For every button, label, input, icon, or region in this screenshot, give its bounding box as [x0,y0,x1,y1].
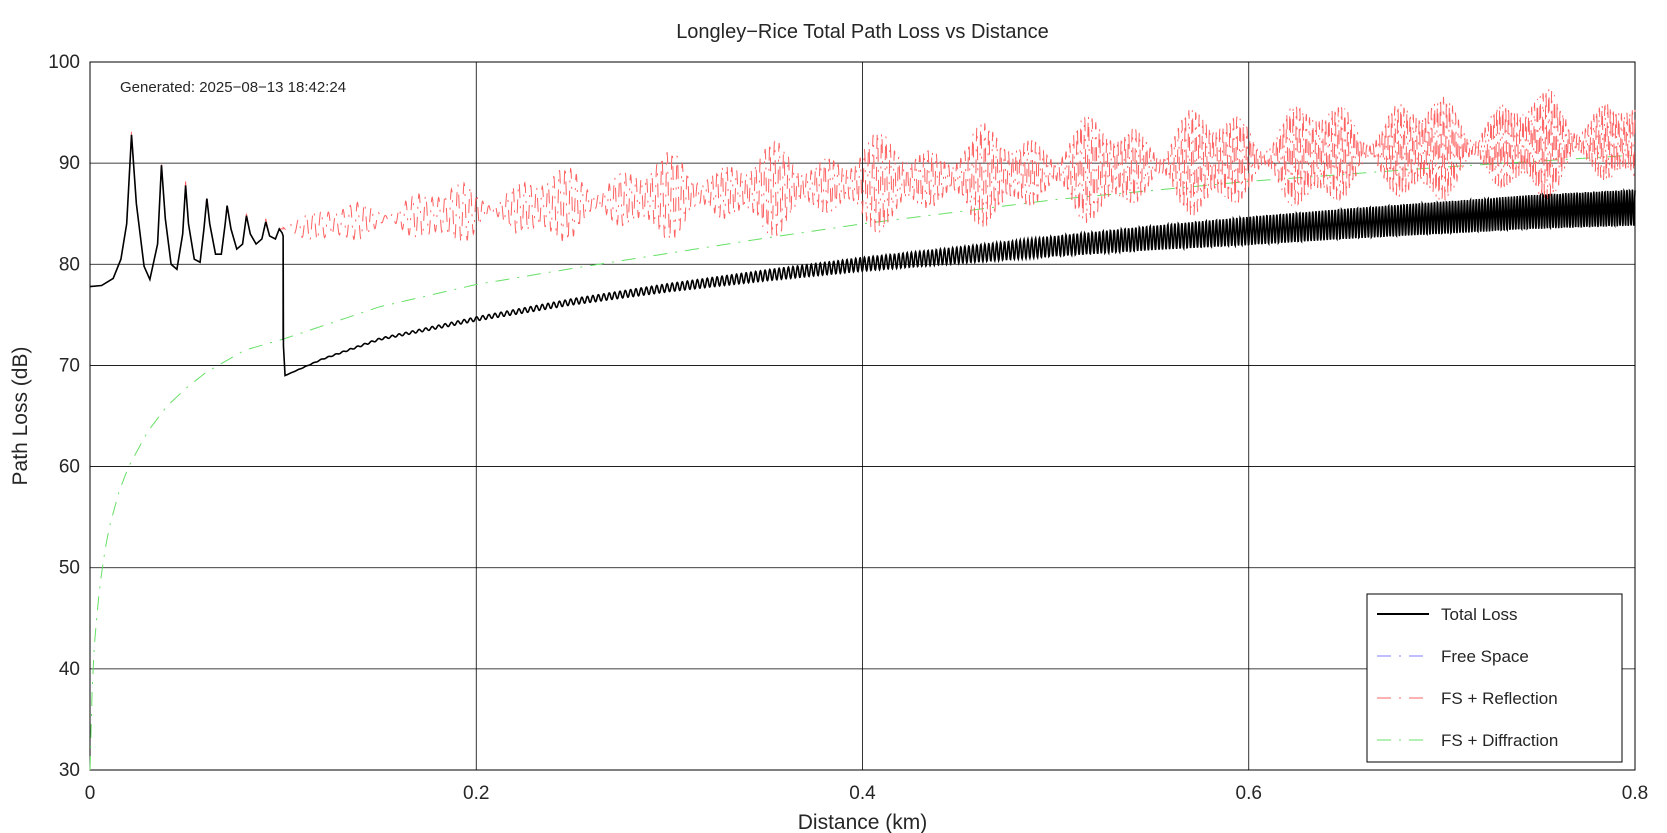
series-layer [89,89,1636,771]
y-tick-label: 50 [59,558,80,579]
series-line-0 [89,134,1636,377]
y-tick-label: 40 [59,659,80,680]
legend-label: Free Space [1441,647,1529,666]
plot-frame [89,61,1636,771]
x-tick-label: 0.6 [1236,783,1262,804]
y-tick-label: 60 [59,457,80,478]
y-tick-label: 90 [59,153,80,174]
y-axis-label: Path Loss (dB) [9,347,32,486]
y-tick-label: 80 [59,254,80,275]
y-tick-label: 70 [59,355,80,376]
x-tick-label: 0 [85,783,96,804]
ticks: 30 40 50 60 70 80 90 100 0 0.2 0.4 0.6 0.8 [48,52,1648,804]
series-line-3 [89,154,1636,771]
x-tick-label: 0.4 [849,783,876,804]
x-tick-label: 0.8 [1622,783,1648,804]
legend-label: Total Loss [1441,605,1518,624]
y-tick-label: 30 [59,760,80,781]
chart-title: Longley−Rice Total Path Loss vs Distance [676,21,1049,43]
legend-label: FS + Reflection [1441,689,1558,708]
legend-label: FS + Diffraction [1441,731,1558,750]
legend: Total Loss Free Space FS + Reflection FS + … [1366,593,1623,763]
legend-box [1366,593,1623,763]
y-tick-label: 100 [48,52,80,73]
series-line-2 [89,89,1636,288]
x-axis-label: Distance (km) [798,811,928,833]
generated-annotation: Generated: 2025−08−13 18:42:24 [120,79,346,96]
x-tick-label: 0.2 [463,783,489,804]
